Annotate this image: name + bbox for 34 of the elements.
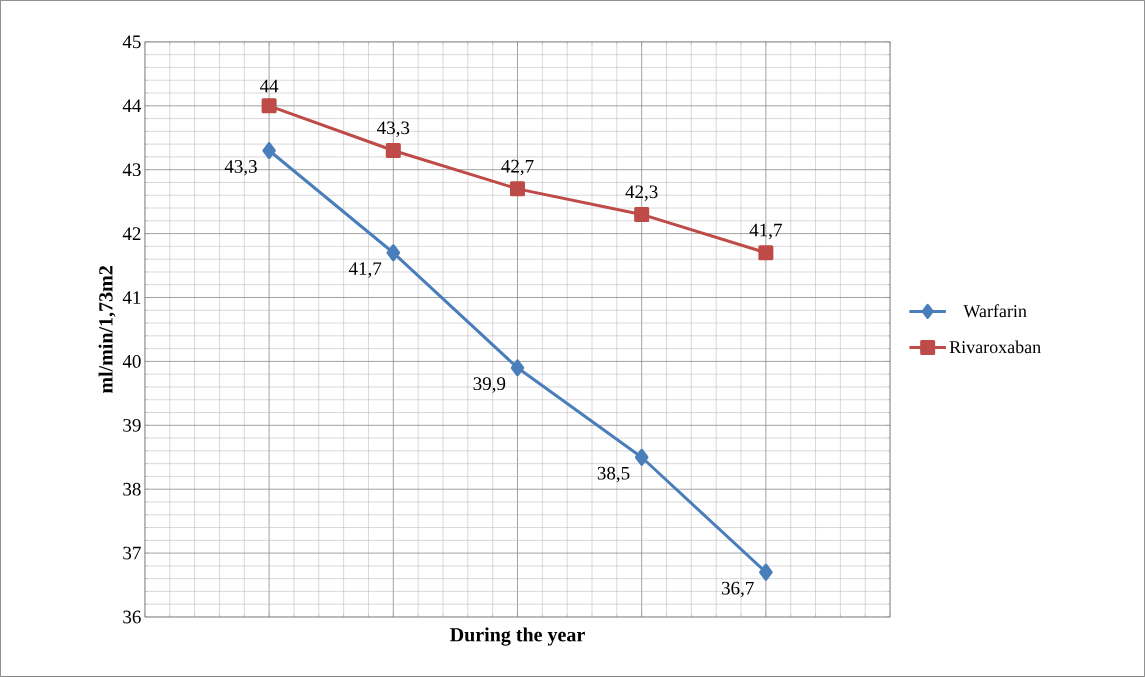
- y-tick-label: 36: [123, 610, 141, 624]
- point: [509, 181, 525, 197]
- x-axis-title: During the year: [450, 627, 585, 646]
- point: [261, 98, 277, 114]
- y-tick-label: 42: [122, 227, 141, 240]
- y-tick-label: 41: [122, 291, 141, 304]
- y-tick-label: 43: [122, 163, 141, 177]
- point: [634, 206, 650, 222]
- y-tick-label: 45: [122, 35, 141, 49]
- y-axis-title: ml/min/1,73m2: [98, 266, 116, 394]
- y-tick-label: 40: [122, 355, 141, 368]
- data-label: 43,3: [224, 160, 257, 176]
- data-label: 42,3: [625, 185, 658, 201]
- data-label: 43,3: [377, 121, 410, 138]
- y-tick-label: 38: [123, 482, 141, 496]
- legend-label: Warfarin: [963, 304, 1027, 318]
- y-tick-label: 37: [123, 546, 141, 560]
- legend-label: Rivaroxaban: [949, 340, 1041, 354]
- y-tick-label: 44: [122, 99, 142, 113]
- point: [385, 143, 401, 159]
- data-label: 36,7: [721, 581, 754, 598]
- point: [758, 245, 774, 261]
- data-label: 42,7: [501, 159, 534, 176]
- data-label: 41,7: [749, 223, 782, 240]
- data-label: 41,7: [348, 262, 382, 278]
- data-label: 44: [260, 79, 279, 93]
- point: [262, 142, 276, 160]
- point: [759, 563, 773, 581]
- y-tick-label: 39: [123, 418, 141, 432]
- point: [634, 448, 649, 466]
- data-label: 38,5: [597, 466, 630, 483]
- data-label: 39,9: [473, 377, 506, 393]
- point: [510, 359, 525, 377]
- point: [386, 244, 401, 262]
